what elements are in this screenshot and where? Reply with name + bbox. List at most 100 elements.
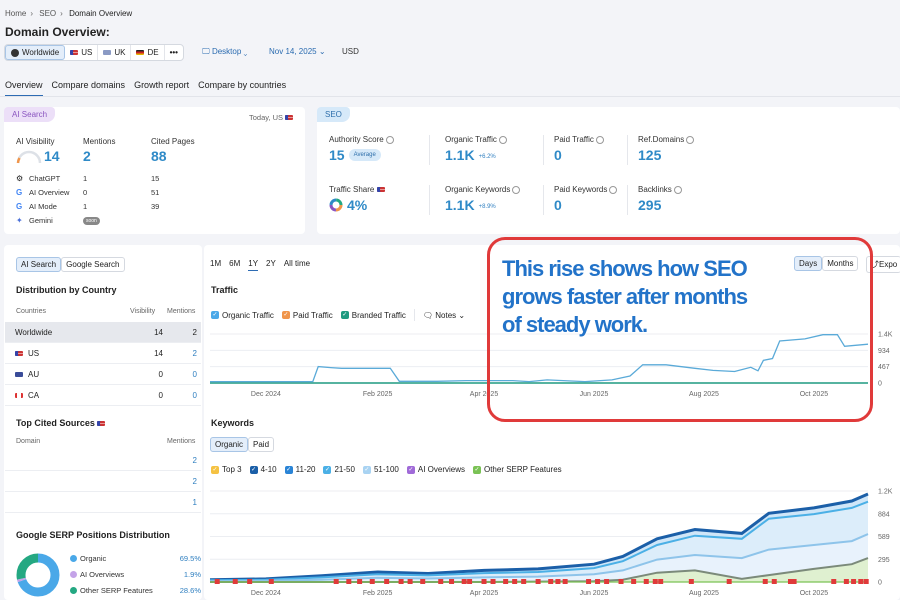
metric-value[interactable]: 4% bbox=[347, 197, 368, 213]
tab-overview[interactable]: Overview bbox=[5, 80, 43, 97]
region-worldwide[interactable]: Worldwide bbox=[5, 45, 66, 60]
checkbox-icon[interactable]: ✓ bbox=[281, 311, 290, 320]
checkbox-icon[interactable]: ✓ bbox=[211, 311, 219, 320]
legend-organic-traffic[interactable]: ✓ Organic Traffic bbox=[211, 311, 274, 320]
checkbox-icon[interactable]: ✓ bbox=[211, 465, 219, 474]
metric-value[interactable]: 1.1K bbox=[445, 147, 475, 163]
note-flag-icon[interactable] bbox=[449, 579, 455, 584]
checkbox-icon[interactable]: ✓ bbox=[406, 465, 415, 474]
note-flag-icon[interactable] bbox=[467, 579, 473, 584]
metric-value[interactable]: 0 bbox=[554, 197, 562, 213]
country-row[interactable]: CA 0 0 bbox=[5, 385, 201, 406]
metric-value[interactable]: 1.1K bbox=[445, 197, 475, 213]
mentions-cell[interactable]: 2 bbox=[192, 348, 197, 358]
legend-branded-traffic[interactable]: ✓ Branded Traffic bbox=[340, 311, 406, 320]
platform-mentions[interactable]: 1 bbox=[83, 202, 88, 211]
note-flag-icon[interactable] bbox=[631, 579, 637, 584]
legend-ai-overviews[interactable]: ✓ AI Overviews bbox=[406, 465, 465, 474]
breadcrumb-home[interactable]: Home bbox=[5, 9, 27, 18]
range-tab-1y[interactable]: 1Y bbox=[248, 259, 259, 271]
tab-compare-domains[interactable]: Compare domains bbox=[51, 80, 126, 90]
metric-value[interactable]: 125 bbox=[638, 147, 662, 163]
mentions-cell[interactable]: 2 bbox=[192, 476, 197, 486]
note-flag-icon[interactable] bbox=[688, 579, 694, 584]
note-flag-icon[interactable] bbox=[232, 579, 238, 584]
note-flag-icon[interactable] bbox=[831, 579, 837, 584]
country-row[interactable]: AU 0 0 bbox=[5, 364, 201, 385]
months-button[interactable]: Months bbox=[822, 256, 859, 271]
note-flag-icon[interactable] bbox=[851, 579, 857, 584]
legend-51-100[interactable]: ✓ 51-100 bbox=[362, 465, 399, 474]
note-flag-icon[interactable] bbox=[604, 579, 610, 584]
info-icon[interactable] bbox=[512, 185, 521, 194]
paid-tab[interactable]: Paid bbox=[248, 437, 275, 452]
note-flag-icon[interactable] bbox=[384, 579, 390, 584]
info-icon[interactable] bbox=[673, 185, 682, 194]
country-row[interactable]: US 14 2 bbox=[5, 343, 201, 364]
metric-value[interactable]: 15 bbox=[329, 147, 345, 163]
note-flag-icon[interactable] bbox=[503, 579, 509, 584]
range-tab-6m[interactable]: 6M bbox=[229, 259, 241, 268]
mentions-cell[interactable]: 0 bbox=[192, 369, 197, 379]
range-tab-all-time[interactable]: All time bbox=[283, 259, 311, 268]
note-flag-icon[interactable] bbox=[490, 579, 496, 584]
mentions-cell[interactable]: 0 bbox=[192, 390, 197, 400]
region-de[interactable]: DE bbox=[131, 45, 165, 60]
legend-21-50[interactable]: ✓ 21-50 bbox=[323, 465, 355, 474]
note-flag-icon[interactable] bbox=[398, 579, 404, 584]
note-flag-icon[interactable] bbox=[247, 579, 253, 584]
checkbox-icon[interactable]: ✓ bbox=[340, 311, 349, 320]
country-row[interactable]: Worldwide 14 2 bbox=[5, 322, 201, 343]
note-flag-icon[interactable] bbox=[652, 579, 658, 584]
note-flag-icon[interactable] bbox=[863, 579, 869, 584]
legend-11-20[interactable]: ✓ 11-20 bbox=[284, 465, 315, 474]
toggle-google-search[interactable]: Google Search bbox=[61, 257, 125, 272]
mentions-cell[interactable]: 1 bbox=[192, 497, 197, 507]
note-flag-icon[interactable] bbox=[843, 579, 849, 584]
checkbox-icon[interactable]: ✓ bbox=[472, 465, 481, 474]
legend-top-3[interactable]: ✓ Top 3 bbox=[211, 465, 242, 474]
cited-source-row[interactable]: 2 bbox=[5, 450, 201, 471]
metric-value[interactable]: 0 bbox=[554, 147, 562, 163]
note-flag-icon[interactable] bbox=[726, 579, 732, 584]
note-flag-icon[interactable] bbox=[762, 579, 768, 584]
note-flag-icon[interactable] bbox=[643, 579, 649, 584]
region-us[interactable]: US bbox=[65, 45, 99, 60]
platform-mentions[interactable]: 1 bbox=[83, 174, 88, 183]
note-flag-icon[interactable] bbox=[521, 579, 527, 584]
days-button[interactable]: Days bbox=[794, 256, 823, 271]
checkbox-icon[interactable]: ✓ bbox=[323, 465, 332, 474]
region-uk[interactable]: UK bbox=[98, 45, 132, 60]
note-flag-icon[interactable] bbox=[791, 579, 797, 584]
breadcrumb-seo[interactable]: SEO bbox=[39, 9, 57, 18]
more-regions-button[interactable]: ••• bbox=[165, 45, 183, 60]
series-line-21-50[interactable] bbox=[209, 500, 869, 582]
date-dropdown[interactable]: Nov 14, 2025 ⌄ bbox=[269, 47, 326, 56]
note-flag-icon[interactable] bbox=[268, 579, 274, 584]
series-line-4-10[interactable] bbox=[209, 492, 869, 582]
checkbox-icon[interactable]: ✓ bbox=[284, 465, 293, 474]
note-flag-icon[interactable] bbox=[407, 579, 413, 584]
info-icon[interactable] bbox=[385, 135, 394, 144]
note-flag-icon[interactable] bbox=[658, 579, 664, 584]
note-flag-icon[interactable] bbox=[555, 579, 561, 584]
note-flag-icon[interactable] bbox=[535, 579, 541, 584]
note-flag-icon[interactable] bbox=[562, 579, 568, 584]
platform-cited[interactable]: 15 bbox=[151, 174, 160, 183]
note-flag-icon[interactable] bbox=[357, 579, 363, 584]
note-flag-icon[interactable] bbox=[438, 579, 444, 584]
note-flag-icon[interactable] bbox=[461, 579, 467, 584]
note-flag-icon[interactable] bbox=[346, 579, 352, 584]
info-icon[interactable] bbox=[686, 135, 695, 144]
info-icon[interactable] bbox=[498, 135, 507, 144]
legend-paid-traffic[interactable]: ✓ Paid Traffic bbox=[281, 311, 333, 320]
toggle-ai-search[interactable]: AI Search bbox=[16, 257, 62, 272]
note-flag-icon[interactable] bbox=[369, 579, 375, 584]
platform-cited[interactable]: 51 bbox=[151, 188, 160, 197]
cited-pages-value[interactable]: 88 bbox=[151, 148, 167, 164]
cited-source-row[interactable]: 1 bbox=[5, 492, 201, 513]
note-flag-icon[interactable] bbox=[512, 579, 518, 584]
note-flag-icon[interactable] bbox=[771, 579, 777, 584]
tab-growth-report[interactable]: Growth report bbox=[134, 80, 190, 90]
range-tab-2y[interactable]: 2Y bbox=[266, 259, 276, 268]
